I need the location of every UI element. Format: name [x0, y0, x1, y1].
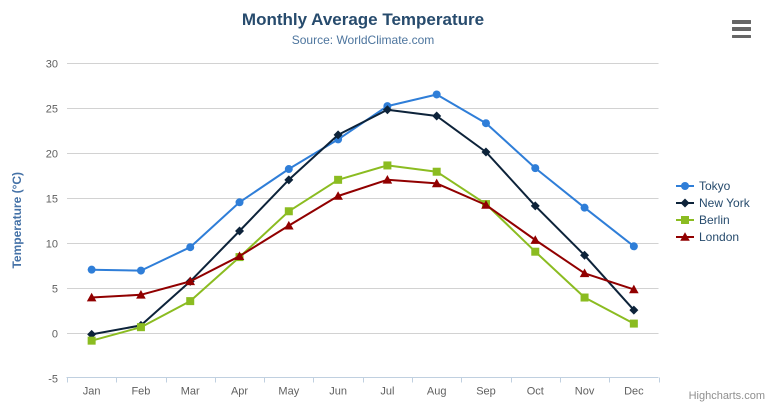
- legend-item-label: London: [699, 230, 740, 244]
- data-point-marker[interactable]: [530, 235, 541, 244]
- circle-series-icon: [676, 182, 694, 190]
- x-axis-tick-label: Jun: [329, 386, 347, 398]
- data-point-marker[interactable]: [87, 329, 97, 339]
- data-point-marker[interactable]: [235, 226, 245, 236]
- data-point-marker[interactable]: [86, 292, 97, 302]
- credits-link[interactable]: Highcharts.com: [688, 390, 765, 402]
- y-axis-title: Temperature (°C): [10, 172, 24, 269]
- data-point-marker[interactable]: [580, 250, 590, 260]
- legend: Tokyo New York Berlin London: [676, 178, 750, 246]
- x-axis-tick-label: Jan: [83, 386, 101, 398]
- x-axis-tick-label: Oct: [527, 386, 544, 398]
- x-axis-tick-label: Sep: [476, 386, 496, 398]
- data-point-marker[interactable]: [629, 319, 638, 328]
- data-point-marker[interactable]: [579, 268, 590, 278]
- data-point-marker[interactable]: [431, 178, 442, 188]
- legend-item-tokyo[interactable]: Tokyo: [676, 178, 750, 194]
- hamburger-menu-icon: [732, 20, 751, 24]
- y-axis-tick-label: 30: [46, 59, 58, 71]
- hamburger-menu-icon: [732, 34, 751, 38]
- data-point-marker[interactable]: [186, 297, 195, 306]
- data-point-marker[interactable]: [333, 130, 343, 140]
- triangle-series-icon: [676, 232, 694, 241]
- x-axis-tick-label: Mar: [181, 386, 200, 398]
- series-line[interactable]: [90, 164, 635, 342]
- series-berlin: [87, 161, 638, 345]
- hamburger-menu-icon: [732, 27, 751, 31]
- series-line[interactable]: [90, 93, 635, 272]
- series-line[interactable]: [90, 108, 635, 336]
- chart-subtitle: Source: WorldClimate.com: [291, 33, 435, 47]
- legend-item-london[interactable]: London: [676, 229, 750, 245]
- data-point-marker[interactable]: [136, 290, 146, 299]
- y-axis-tick-label: 15: [46, 194, 58, 206]
- series-london: [86, 175, 639, 302]
- x-axis-tick-label: Aug: [427, 386, 447, 398]
- y-axis-tick-label: 10: [46, 239, 58, 251]
- data-point-marker[interactable]: [629, 242, 638, 251]
- series-line[interactable]: [90, 178, 635, 299]
- export-menu-button[interactable]: [730, 18, 754, 40]
- triangle-icon[interactable]: [680, 232, 690, 241]
- legend-item-label: Tokyo: [699, 179, 731, 193]
- square-icon[interactable]: [681, 216, 689, 224]
- data-point-marker[interactable]: [481, 200, 491, 209]
- data-point-marker[interactable]: [530, 201, 540, 211]
- x-axis-tick-label: Apr: [231, 386, 248, 398]
- data-point-marker[interactable]: [284, 165, 293, 174]
- data-point-marker[interactable]: [382, 105, 392, 115]
- legend-item-new-york[interactable]: New York: [676, 195, 750, 211]
- data-point-marker[interactable]: [481, 119, 490, 128]
- data-point-marker[interactable]: [481, 147, 491, 157]
- x-axis-tick-label: Dec: [624, 386, 644, 398]
- square-series-icon: [676, 216, 694, 224]
- chart-title: Monthly Average Temperature: [241, 10, 485, 29]
- data-point-marker[interactable]: [334, 175, 343, 184]
- x-axis-tick-label: May: [278, 386, 299, 398]
- data-point-marker[interactable]: [186, 243, 195, 252]
- data-point-marker[interactable]: [629, 284, 639, 294]
- data-point-marker[interactable]: [531, 164, 540, 173]
- diamond-series-icon: [676, 198, 694, 208]
- data-point-marker[interactable]: [432, 167, 441, 176]
- y-axis-tick-label: 5: [52, 284, 58, 296]
- x-axis-tick-label: Jul: [380, 386, 394, 398]
- data-point-marker[interactable]: [136, 266, 145, 275]
- data-point-marker[interactable]: [629, 305, 639, 315]
- data-point-marker[interactable]: [333, 191, 343, 200]
- series-tokyo: [87, 90, 638, 275]
- data-point-marker[interactable]: [284, 207, 293, 216]
- data-point-marker[interactable]: [234, 251, 245, 260]
- y-axis-tick-label: 25: [46, 104, 58, 116]
- data-point-marker[interactable]: [383, 161, 392, 170]
- data-point-marker[interactable]: [432, 111, 442, 121]
- data-point-marker[interactable]: [185, 276, 196, 286]
- data-point-marker[interactable]: [284, 220, 294, 230]
- y-axis-tick-label: 20: [46, 149, 58, 161]
- legend-item-label: New York: [699, 196, 750, 210]
- y-axis-tick-label: 0: [52, 329, 58, 341]
- data-point-marker[interactable]: [136, 323, 145, 332]
- data-point-marker[interactable]: [531, 247, 540, 256]
- legend-item-berlin[interactable]: Berlin: [676, 212, 750, 228]
- diamond-icon[interactable]: [680, 198, 690, 208]
- data-point-marker[interactable]: [382, 175, 393, 184]
- circle-icon[interactable]: [681, 182, 689, 190]
- data-point-marker[interactable]: [580, 203, 589, 212]
- data-point-marker[interactable]: [284, 175, 294, 185]
- x-axis-tick-label: Nov: [575, 386, 595, 398]
- data-point-marker[interactable]: [87, 336, 96, 345]
- data-point-marker[interactable]: [432, 90, 441, 99]
- legend-item-label: Berlin: [699, 213, 730, 227]
- series-new-york: [87, 105, 639, 339]
- data-point-marker[interactable]: [235, 198, 244, 207]
- y-axis-tick-label: -5: [48, 374, 58, 386]
- data-point-marker[interactable]: [580, 293, 589, 302]
- data-point-marker[interactable]: [87, 265, 96, 274]
- x-axis-tick-label: Feb: [131, 386, 150, 398]
